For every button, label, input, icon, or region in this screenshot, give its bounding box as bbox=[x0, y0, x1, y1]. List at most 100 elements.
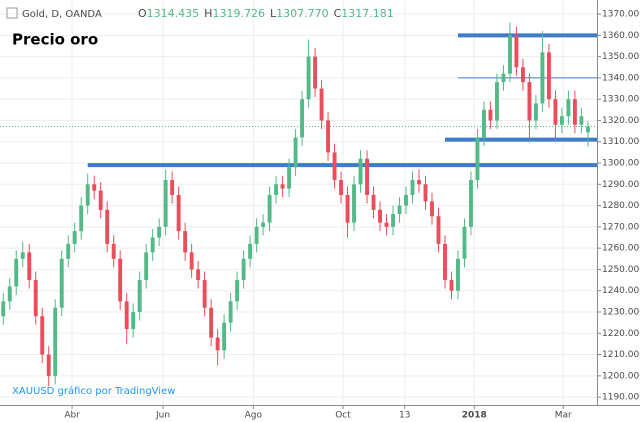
y-tick-label: 1250.000 bbox=[602, 265, 640, 275]
y-tick-label: 1330.000 bbox=[602, 95, 640, 105]
candle-body bbox=[469, 180, 473, 227]
candle-body bbox=[417, 180, 421, 185]
candle-body bbox=[1, 301, 6, 317]
x-tick-label: Ago bbox=[245, 411, 263, 421]
y-tick-label: 1300.000 bbox=[602, 159, 640, 169]
candle-body bbox=[533, 103, 538, 121]
candle-body bbox=[144, 252, 149, 281]
y-tick-label: 1350.000 bbox=[602, 52, 640, 62]
candle-body bbox=[423, 184, 428, 202]
ohlc-key: H bbox=[204, 7, 212, 20]
candle-body bbox=[559, 116, 564, 125]
candle-body bbox=[72, 231, 77, 244]
candle-body bbox=[514, 35, 519, 68]
candle-body bbox=[404, 194, 408, 206]
ohlc-value: 1314.435 bbox=[147, 7, 200, 20]
candle-body bbox=[202, 280, 207, 308]
y-tick-label: 1210.000 bbox=[602, 350, 640, 360]
candle-body bbox=[345, 194, 350, 223]
candle-body bbox=[378, 209, 382, 223]
x-tick-label: Abr bbox=[64, 411, 80, 421]
candle-body bbox=[371, 194, 376, 210]
y-tick-label: 1230.000 bbox=[602, 307, 640, 317]
candle-body bbox=[300, 99, 305, 138]
candle-body bbox=[391, 214, 395, 227]
candle-body bbox=[384, 222, 389, 227]
candle-body bbox=[118, 258, 123, 302]
y-tick-label: 1320.000 bbox=[602, 116, 640, 126]
candle-body bbox=[572, 99, 577, 125]
candle-body bbox=[358, 158, 363, 185]
candle-body bbox=[553, 99, 558, 125]
candle-body bbox=[137, 280, 142, 312]
candle-body bbox=[85, 184, 90, 206]
candle-body bbox=[183, 231, 188, 253]
candle-body bbox=[280, 184, 285, 189]
candle-body bbox=[105, 209, 110, 244]
candle-body bbox=[261, 222, 266, 227]
candle-body bbox=[579, 116, 584, 125]
candle-body bbox=[14, 258, 19, 287]
candle-body bbox=[313, 56, 318, 89]
y-tick-label: 1240.000 bbox=[602, 286, 640, 296]
candle-body bbox=[287, 167, 292, 189]
candle-body bbox=[293, 137, 298, 168]
candle-body bbox=[436, 216, 441, 244]
candle-body bbox=[215, 337, 220, 351]
watermark: XAUUSD gráfico por TradingView bbox=[12, 385, 175, 397]
candle-body bbox=[585, 126, 590, 133]
candle-body bbox=[306, 56, 311, 100]
y-tick-label: 1370.000 bbox=[602, 10, 640, 20]
candle-body bbox=[27, 252, 32, 281]
candle-body bbox=[235, 280, 240, 302]
x-tick-label: Mar bbox=[555, 411, 572, 421]
candle-body bbox=[20, 252, 25, 259]
x-tick-label: 13 bbox=[399, 411, 410, 421]
candle-body bbox=[475, 137, 480, 181]
candle-body bbox=[53, 307, 58, 376]
y-tick-label: 1200.000 bbox=[602, 371, 640, 381]
candle-body bbox=[365, 158, 369, 195]
x-tick-label: 2018 bbox=[462, 411, 487, 421]
candle-body bbox=[40, 316, 45, 355]
ohlc-value: 1319.726 bbox=[212, 7, 265, 20]
y-tick-label: 1290.000 bbox=[602, 180, 640, 190]
candle-body bbox=[7, 286, 12, 302]
candle-body bbox=[209, 307, 214, 338]
candle-body bbox=[150, 237, 155, 253]
ohlc-key: O bbox=[138, 7, 147, 20]
candle-body bbox=[222, 322, 227, 351]
candle-body bbox=[170, 180, 175, 195]
x-tick-label: Oct bbox=[335, 411, 351, 421]
candle-body bbox=[274, 184, 279, 195]
candle-body bbox=[228, 301, 233, 323]
candle-body bbox=[124, 301, 129, 330]
y-tick-label: 1220.000 bbox=[602, 329, 640, 339]
y-tick-label: 1190.000 bbox=[602, 393, 640, 403]
ohlc-key: L bbox=[270, 7, 277, 20]
candle-body bbox=[462, 226, 467, 259]
ohlc-value: 1307.770 bbox=[276, 7, 329, 20]
candle-body bbox=[92, 184, 97, 191]
candle-body bbox=[79, 205, 84, 232]
candle-body bbox=[319, 88, 324, 121]
chart-title: Precio oro bbox=[12, 31, 98, 49]
candle-body bbox=[482, 109, 486, 138]
candle-body bbox=[488, 109, 493, 121]
candle-body bbox=[189, 252, 194, 270]
x-tick-label: Jun bbox=[155, 411, 170, 421]
candle-body bbox=[352, 184, 356, 223]
ohlc-key: C bbox=[334, 7, 342, 20]
candle-body bbox=[131, 311, 136, 330]
candle-body bbox=[157, 226, 162, 238]
candle-body bbox=[540, 52, 545, 104]
candle-body bbox=[241, 258, 246, 281]
candle-body bbox=[443, 243, 447, 281]
ohlc-value: 1317.181 bbox=[341, 7, 394, 20]
symbol-icon bbox=[6, 7, 18, 19]
candle-body bbox=[449, 280, 454, 291]
candle-body bbox=[566, 99, 571, 117]
candle-body bbox=[495, 82, 499, 121]
candle-body bbox=[332, 152, 337, 181]
candle-body bbox=[248, 243, 253, 259]
